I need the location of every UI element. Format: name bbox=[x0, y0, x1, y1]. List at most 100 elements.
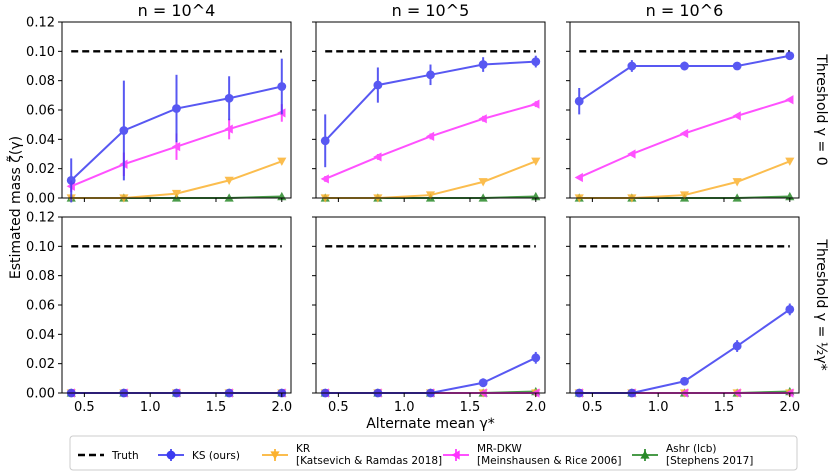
y-tick-label: 0.02 bbox=[26, 357, 55, 372]
legend-swatch-marker bbox=[451, 450, 460, 460]
marker-kr bbox=[277, 157, 287, 166]
marker-ks bbox=[277, 82, 287, 91]
y-tick-label: 0.10 bbox=[26, 240, 55, 255]
y-axis-label: Estimated mass ζ̃(γ) bbox=[6, 136, 24, 279]
marker-mrdkw bbox=[627, 149, 636, 159]
marker-ks bbox=[680, 376, 689, 386]
y-tick-label: 0.00 bbox=[26, 387, 55, 402]
y-tick-label: 0.12 bbox=[26, 211, 55, 226]
marker-kr bbox=[732, 178, 742, 187]
axes-frame bbox=[569, 216, 800, 394]
column-title: n = 10^5 bbox=[392, 1, 470, 20]
series-ks bbox=[574, 303, 795, 398]
legend-label: Truth bbox=[111, 450, 139, 462]
legend-entry-truth: Truth bbox=[78, 450, 139, 462]
series-kr bbox=[320, 157, 541, 203]
legend-entry-kr: KR[Katsevich & Ramdas 2018] bbox=[262, 443, 442, 467]
marker-ks bbox=[224, 93, 234, 103]
marker-ks bbox=[478, 60, 488, 69]
panel-r1-c2: 0.5 1.0 1.5 2.0 bbox=[566, 216, 800, 415]
marker-ks bbox=[172, 104, 181, 113]
legend-swatch-marker bbox=[640, 450, 650, 459]
y-tick-label: 0.06 bbox=[26, 299, 55, 314]
series-mrdkw bbox=[320, 99, 540, 184]
x-axis-label: Alternate mean γ* bbox=[366, 416, 495, 432]
panel-r1-c1: 0.5 1.0 1.5 2.0 bbox=[312, 216, 546, 415]
y-tick-label: 0.08 bbox=[26, 269, 55, 284]
y-tick-label: 0.02 bbox=[26, 162, 55, 177]
series-kr bbox=[66, 157, 287, 203]
series-line-ks bbox=[325, 356, 537, 394]
x-tick-label: 1.5 bbox=[714, 400, 735, 415]
row-title: Threshold γ = ½γ* bbox=[813, 238, 829, 370]
x-tick-label: 2.0 bbox=[271, 400, 292, 415]
marker-ks bbox=[426, 70, 435, 80]
marker-ks bbox=[732, 61, 742, 71]
y-tick-label: 0.08 bbox=[26, 74, 55, 89]
series-ks bbox=[320, 351, 541, 398]
x-tick-label: 0.5 bbox=[328, 400, 349, 415]
legend-entry-mrdkw: MR-DKW[Meinshausen & Rice 2006] bbox=[443, 443, 621, 467]
marker-mrdkw bbox=[531, 99, 540, 109]
marker-mrdkw bbox=[320, 174, 329, 184]
legend-entry-ks: KS (ours) bbox=[158, 449, 240, 462]
panel-r0-c2 bbox=[566, 21, 800, 203]
series-ks bbox=[66, 58, 287, 203]
x-tick-label: 1.0 bbox=[394, 400, 415, 415]
y-tick-label: 0.12 bbox=[26, 16, 55, 31]
panel-r1-c0: 0.5 1.0 1.5 2.0 0.00 0.02 0.04 0.06 0.08 0.10 0.12 bbox=[26, 211, 292, 416]
labels: n = 10^4 n = 10^5 n = 10^6 Threshold γ = 0 T… bbox=[6, 1, 829, 432]
y-tick-label: 0.10 bbox=[26, 45, 55, 60]
marker-kr bbox=[785, 157, 795, 166]
x-tick-label: 0.5 bbox=[74, 400, 95, 415]
marker-ks bbox=[574, 96, 584, 106]
y-tick-label: 0.04 bbox=[26, 133, 55, 148]
series-mrdkw bbox=[574, 95, 794, 183]
legend-label: MR-DKW bbox=[477, 443, 522, 455]
y-tick-label: 0.04 bbox=[26, 328, 55, 343]
x-tick-label: 1.5 bbox=[206, 400, 227, 415]
marker-ks bbox=[627, 61, 637, 71]
x-tick-label: 0.5 bbox=[582, 400, 603, 415]
marker-ks bbox=[373, 80, 383, 90]
legend-swatch-marker bbox=[270, 451, 280, 460]
row-title: Threshold γ = 0 bbox=[813, 53, 829, 165]
marker-kr bbox=[425, 191, 436, 200]
marker-kr bbox=[531, 157, 541, 166]
column-title: n = 10^6 bbox=[646, 1, 724, 20]
marker-ks bbox=[320, 136, 330, 146]
series-line-mrdkw bbox=[578, 98, 791, 179]
legend-label: KS (ours) bbox=[192, 450, 240, 462]
legend-label: KR bbox=[296, 443, 310, 455]
marker-ks bbox=[531, 353, 541, 363]
marker-mrdkw bbox=[785, 95, 794, 105]
marker-ks bbox=[785, 51, 795, 61]
marker-mrdkw bbox=[574, 172, 583, 183]
marker-mrdkw bbox=[224, 124, 233, 134]
marker-ks bbox=[785, 305, 795, 314]
series-ks bbox=[320, 55, 541, 168]
marker-ks bbox=[478, 378, 488, 388]
axes-frame bbox=[61, 216, 292, 394]
marker-kr bbox=[224, 176, 234, 185]
panel-r0-c0: 0.00 0.02 0.04 0.06 0.08 0.10 0.12 bbox=[26, 16, 292, 207]
x-tick-label: 1.0 bbox=[140, 400, 161, 415]
marker-kr bbox=[171, 189, 182, 199]
x-tick-label: 2.0 bbox=[525, 400, 546, 415]
marker-ks bbox=[119, 126, 129, 135]
axes-frame bbox=[315, 216, 546, 394]
legend-label: Ashr (lcb) bbox=[666, 443, 717, 455]
marker-kr bbox=[679, 191, 690, 200]
legend: Truth KS (ours) KR[Katsevich & Ramdas 2018… bbox=[69, 435, 798, 471]
series-ks bbox=[574, 51, 795, 115]
series-line-mrdkw bbox=[324, 103, 537, 180]
marker-ks bbox=[66, 176, 76, 185]
marker-ks bbox=[531, 57, 541, 66]
marker-mrdkw bbox=[732, 111, 741, 121]
y-tick-label: 0.00 bbox=[26, 192, 55, 207]
marker-ks bbox=[680, 61, 689, 71]
marker-mrdkw bbox=[425, 131, 435, 141]
marker-ks bbox=[732, 341, 742, 351]
y-tick-label: 0.06 bbox=[26, 104, 55, 119]
